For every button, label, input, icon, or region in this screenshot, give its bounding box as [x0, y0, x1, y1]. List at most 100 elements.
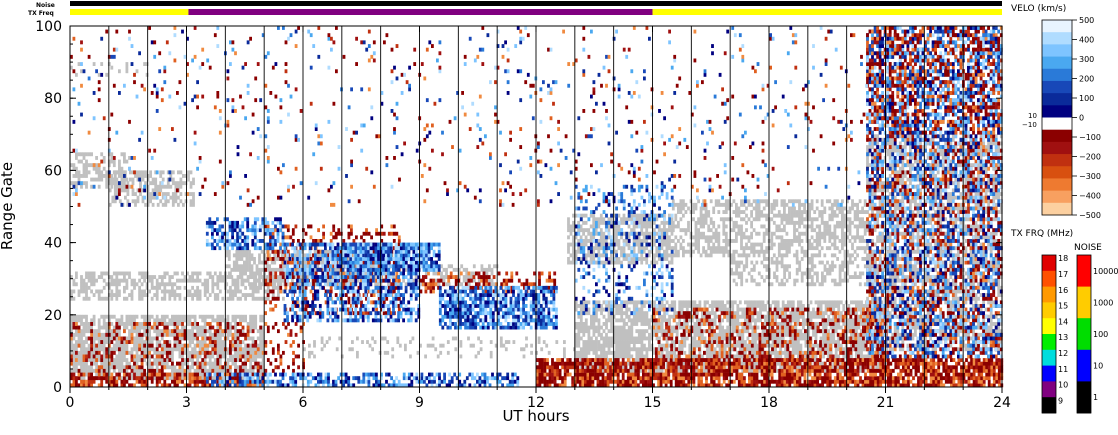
data-cell: [647, 224, 651, 229]
data-cell: [457, 271, 461, 276]
data-cell: [690, 340, 694, 344]
data-cell: [234, 314, 237, 319]
data-cell: [261, 347, 265, 352]
data-cell: [627, 329, 631, 334]
data-cell: [744, 318, 747, 323]
data-cell: [855, 304, 858, 308]
data-cell: [699, 206, 703, 211]
data-cell: [627, 361, 631, 366]
data-cell: [704, 213, 708, 218]
data-cell: [668, 343, 671, 348]
data-cell: [670, 325, 674, 330]
data-cell: [832, 304, 836, 308]
data-cell: [582, 220, 585, 225]
data-cell: [642, 213, 646, 218]
data-cell: [699, 235, 703, 240]
data-cell: [731, 329, 735, 334]
data-cell: [698, 332, 702, 337]
data-cell: [738, 343, 742, 348]
data-cell: [711, 350, 714, 355]
data-cell: [313, 282, 317, 287]
data-cell: [134, 202, 137, 207]
data-cell: [860, 329, 863, 334]
data-cell: [260, 282, 264, 287]
data-cell: [75, 354, 78, 359]
data-cell: [277, 289, 280, 294]
data-cell: [92, 340, 96, 344]
data-cell: [697, 242, 700, 247]
data-cell: [625, 242, 628, 247]
data-cell: [112, 278, 116, 283]
data-cell: [607, 242, 611, 247]
data-cell: [156, 184, 160, 189]
data-cell: [173, 271, 177, 276]
data-cell: [685, 304, 689, 308]
data-cell: [761, 307, 765, 312]
data-cell: [640, 322, 644, 326]
data-cell: [208, 314, 212, 319]
data-cell: [134, 199, 137, 204]
data-cell: [203, 347, 207, 352]
data-cell: [574, 325, 578, 330]
data-cell: [604, 239, 608, 243]
data-cell: [794, 325, 798, 330]
data-cell: [145, 314, 149, 319]
data-cell: [716, 340, 719, 344]
data-cell: [655, 368, 659, 373]
data-cell: [683, 322, 687, 326]
data-cell: [764, 336, 767, 341]
data-cell: [687, 206, 690, 211]
data-cell: [722, 253, 726, 258]
data-cell: [125, 177, 129, 182]
data-cell: [784, 350, 788, 355]
data-cell: [465, 275, 469, 279]
data-cell: [766, 311, 770, 316]
data-cell: [153, 361, 157, 366]
data-cell: [827, 343, 831, 348]
data-cell: [602, 260, 606, 265]
data-cell: [741, 347, 745, 352]
data-cell: [275, 257, 279, 261]
data-cell: [595, 343, 598, 348]
data-cell: [769, 325, 772, 330]
data-cell: [579, 307, 583, 312]
data-cell: [110, 322, 114, 326]
data-cell: [597, 307, 601, 312]
data-cell: [488, 278, 491, 283]
data-cell: [198, 368, 202, 373]
data-cell: [713, 350, 717, 355]
data-cell: [472, 271, 476, 276]
data-cell: [653, 350, 656, 355]
data-cell: [165, 358, 169, 362]
data-cell: [235, 264, 239, 269]
data-cell: [198, 332, 202, 337]
data-cell: [774, 350, 777, 355]
data-cell: [218, 358, 222, 362]
data-cell: [727, 249, 731, 254]
data-cell: [741, 361, 745, 366]
data-cell: [183, 275, 187, 279]
data-cell: [746, 329, 750, 334]
data-cell: [80, 174, 83, 178]
data-cell: [829, 318, 833, 323]
data-cell: [615, 329, 618, 334]
data-cell: [102, 336, 106, 341]
data-cell: [196, 289, 199, 294]
data-cell: [231, 296, 235, 301]
data-cell: [115, 275, 119, 279]
data-cell: [95, 372, 98, 377]
data-cell: [244, 354, 247, 359]
data-cell: [85, 282, 88, 287]
data-cell: [181, 329, 184, 334]
data-cell: [756, 318, 760, 323]
data-cell: [265, 267, 269, 272]
data-cell: [123, 354, 126, 359]
data-cell: [138, 340, 141, 344]
data-cell: [574, 253, 578, 258]
data-cell: [221, 350, 225, 355]
data-cell: [822, 329, 825, 334]
data-cell: [105, 184, 109, 189]
data-cell: [627, 314, 631, 319]
data-cell: [426, 343, 430, 348]
data-cell: [135, 332, 139, 337]
